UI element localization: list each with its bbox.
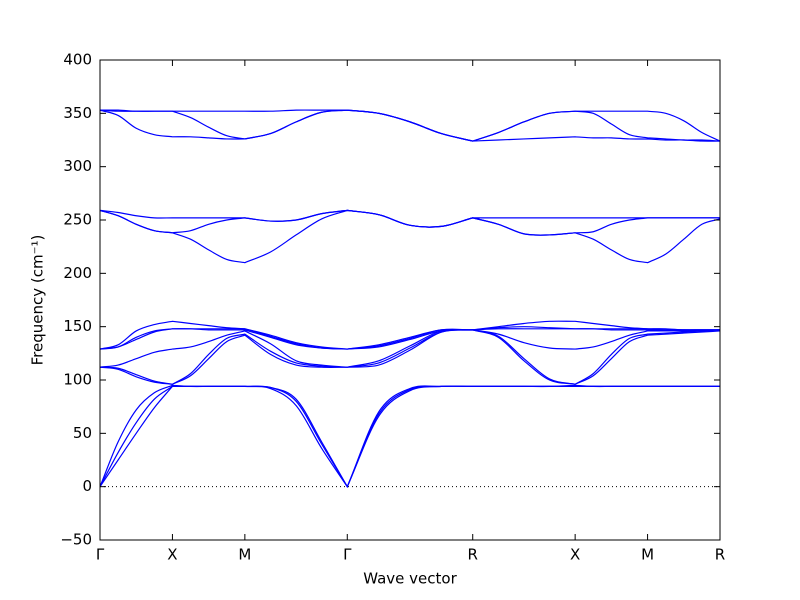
y-tick-label: 250 [63, 211, 92, 229]
x-tick-label: R [715, 546, 725, 564]
y-tick-label: 400 [63, 51, 92, 69]
band-line [99, 328, 721, 368]
x-tick-label: R [468, 546, 478, 564]
band-line [99, 109, 721, 142]
x-tick-label: X [167, 546, 177, 564]
x-tick-label: X [570, 546, 580, 564]
plot-area [100, 60, 720, 540]
y-tick-label: 200 [63, 264, 92, 282]
y-tick-label: 350 [63, 104, 92, 122]
plot-frame [99, 59, 721, 541]
x-tick-label: Γ [343, 546, 352, 564]
y-tick-label: −50 [60, 531, 92, 549]
y-tick-label: 300 [63, 157, 92, 175]
band-line [99, 384, 720, 489]
band-line [99, 329, 721, 385]
band-line [99, 320, 720, 350]
y-tick-label: 0 [82, 477, 92, 495]
band-line [99, 326, 720, 350]
y-tick-label: 50 [73, 424, 92, 442]
y-tick-label: 150 [63, 317, 92, 335]
x-axis-label: Wave vector [363, 570, 457, 588]
band-line [99, 329, 721, 385]
y-tick-label: 100 [63, 371, 92, 389]
x-tick-label: M [641, 546, 654, 564]
x-tick-label: Γ [96, 546, 105, 564]
plot-layer [99, 109, 721, 489]
x-tick-label: M [238, 546, 251, 564]
band-line [99, 209, 720, 228]
y-axis-label: Frequency (cm⁻¹) [29, 235, 47, 366]
